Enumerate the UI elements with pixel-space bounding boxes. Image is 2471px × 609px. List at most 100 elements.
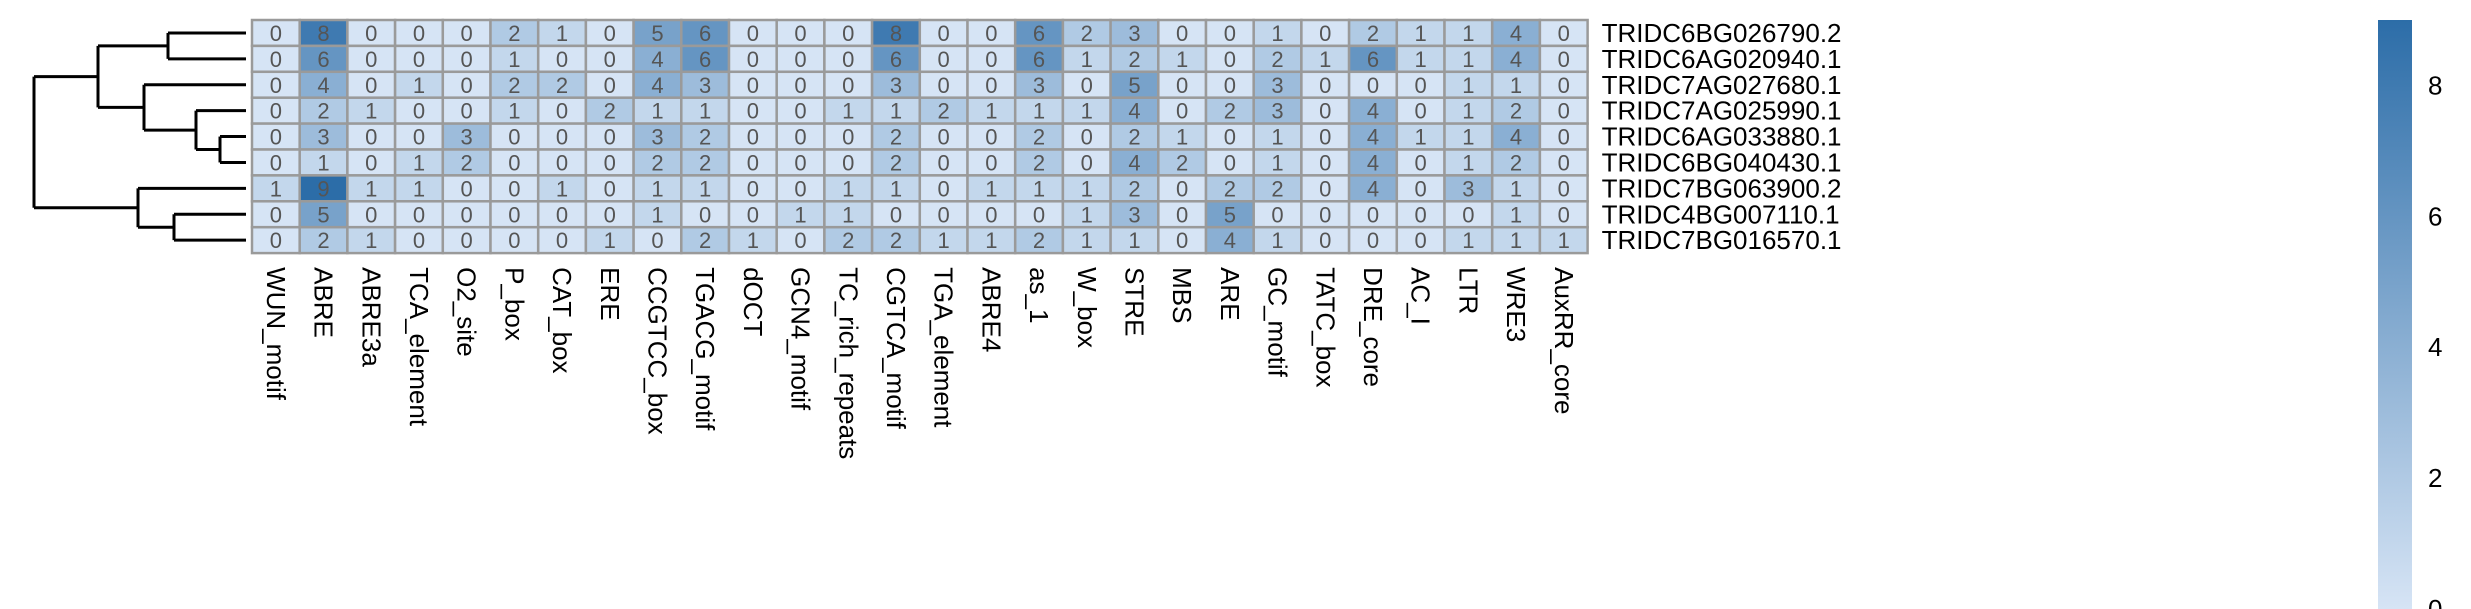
cell-value-label: 0: [794, 47, 806, 72]
heatmap-cell: [1347, 174, 1399, 203]
cell-value-label: 1: [842, 176, 854, 201]
cell-value-label: 1: [604, 228, 616, 253]
heatmap-cell: [966, 18, 1017, 48]
cell-value-label: 6: [1033, 47, 1045, 72]
cell-value-label: 1: [1558, 228, 1570, 253]
column-label: GCN4_motif: [786, 267, 816, 411]
cell-value-label: 0: [1415, 150, 1427, 175]
cell-value-label: 1: [1510, 228, 1522, 253]
heatmap-cell: [1347, 18, 1399, 48]
heatmap-cell: [1109, 96, 1160, 125]
heatmap-cell: [1109, 200, 1160, 229]
column-label: STRE: [1119, 267, 1149, 336]
cell-value-label: 0: [1558, 47, 1570, 72]
heatmap-cell: [823, 18, 874, 48]
cell-value-label: 2: [1033, 228, 1045, 253]
cell-value-label: 1: [699, 99, 711, 124]
column-label: W_box: [1072, 267, 1102, 348]
column-label: TC_rich_repeats: [833, 267, 863, 459]
cell-value-label: 1: [651, 176, 663, 201]
cell-value-label: 0: [604, 202, 616, 227]
cell-value-label: 0: [747, 73, 759, 98]
column-label: CCGTCC_box: [642, 267, 672, 435]
cell-value-label: 0: [794, 99, 806, 124]
cell-value-label: 0: [842, 21, 854, 46]
column-label: TGA_element: [929, 267, 959, 428]
cell-value-label: 1: [1462, 228, 1474, 253]
cell-value-label: 4: [1510, 125, 1522, 150]
heatmap-cell: [918, 225, 969, 255]
cell-value-label: 3: [699, 73, 711, 98]
cell-value-label: 0: [1224, 125, 1236, 150]
cell-value-label: 2: [1176, 150, 1188, 175]
cell-value-label: 1: [1462, 73, 1474, 98]
cell-value-label: 1: [1081, 99, 1093, 124]
cell-value-label: 0: [1081, 73, 1093, 98]
cell-value-label: 0: [1176, 176, 1188, 201]
cell-value-label: 2: [508, 73, 520, 98]
heatmap-cell: [346, 200, 397, 229]
cell-value-label: 2: [651, 150, 663, 175]
cell-value-label: 0: [461, 202, 473, 227]
cell-value-label: 0: [1415, 176, 1427, 201]
cell-value-label: 0: [556, 99, 568, 124]
cell-value-label: 5: [1224, 202, 1236, 227]
cell-value-label: 4: [1224, 228, 1236, 253]
cell-value-label: 3: [1271, 99, 1283, 124]
cell-value-label: 4: [1510, 47, 1522, 72]
heatmap-cell: [1490, 122, 1542, 151]
cell-value-label: 0: [270, 99, 282, 124]
column-label: AC_I: [1406, 267, 1436, 325]
cell-value-label: 3: [317, 125, 329, 150]
cell-value-label: 1: [699, 176, 711, 201]
cell-value-label: 2: [1033, 125, 1045, 150]
heatmap-cell: [1157, 174, 1208, 203]
column-label: ARE: [1215, 267, 1245, 320]
cell-value-label: 2: [1128, 47, 1140, 72]
cell-value-label: 0: [1224, 150, 1236, 175]
cell-value-label: 2: [1367, 21, 1379, 46]
cell-value-label: 1: [1510, 202, 1522, 227]
cell-value-label: 8: [317, 21, 329, 46]
column-label: LTR: [1453, 267, 1483, 314]
cell-value-label: 0: [1081, 150, 1093, 175]
cell-value-label: 4: [1367, 125, 1379, 150]
heatmap-cell: [1204, 96, 1255, 125]
cell-value-label: 0: [556, 47, 568, 72]
cell-value-label: 2: [1271, 47, 1283, 72]
cell-value-label: 0: [651, 228, 663, 253]
heatmap-cell: [1252, 174, 1303, 203]
cell-value-label: 0: [842, 47, 854, 72]
cell-value-label: 0: [365, 73, 377, 98]
cell-value-label: 0: [413, 47, 425, 72]
cell-value-label: 0: [270, 47, 282, 72]
cell-value-label: 0: [1558, 73, 1570, 98]
cell-value-label: 1: [890, 176, 902, 201]
cell-value-label: 0: [604, 47, 616, 72]
cell-value-label: 0: [985, 21, 997, 46]
cell-value-label: 0: [461, 99, 473, 124]
cell-value-label: 0: [1224, 73, 1236, 98]
heatmap-cell: [250, 18, 301, 48]
cell-value-label: 4: [1128, 99, 1140, 124]
row-label: TRIDC7BG063900.2: [1602, 173, 1842, 203]
cell-value-label: 1: [1176, 125, 1188, 150]
cell-value-label: 0: [461, 21, 473, 46]
cell-value-label: 4: [1367, 99, 1379, 124]
cell-value-label: 1: [985, 228, 997, 253]
cell-value-label: 1: [1271, 150, 1283, 175]
heatmap-cell: [1157, 18, 1208, 48]
cell-value-label: 0: [508, 202, 520, 227]
cell-value-label: 1: [747, 228, 759, 253]
cell-value-label: 2: [1033, 150, 1045, 175]
heatmap-cell: [346, 70, 397, 99]
cell-value-label: 0: [1415, 99, 1427, 124]
cell-value-label: 1: [317, 150, 329, 175]
cell-value-label: 0: [1176, 73, 1188, 98]
cell-value-label: 0: [985, 73, 997, 98]
colorbar-gradient: [2378, 20, 2412, 609]
cell-value-label: 0: [842, 150, 854, 175]
cell-value-label: 1: [365, 99, 377, 124]
cell-value-label: 2: [890, 125, 902, 150]
cell-value-label: 0: [1367, 228, 1379, 253]
